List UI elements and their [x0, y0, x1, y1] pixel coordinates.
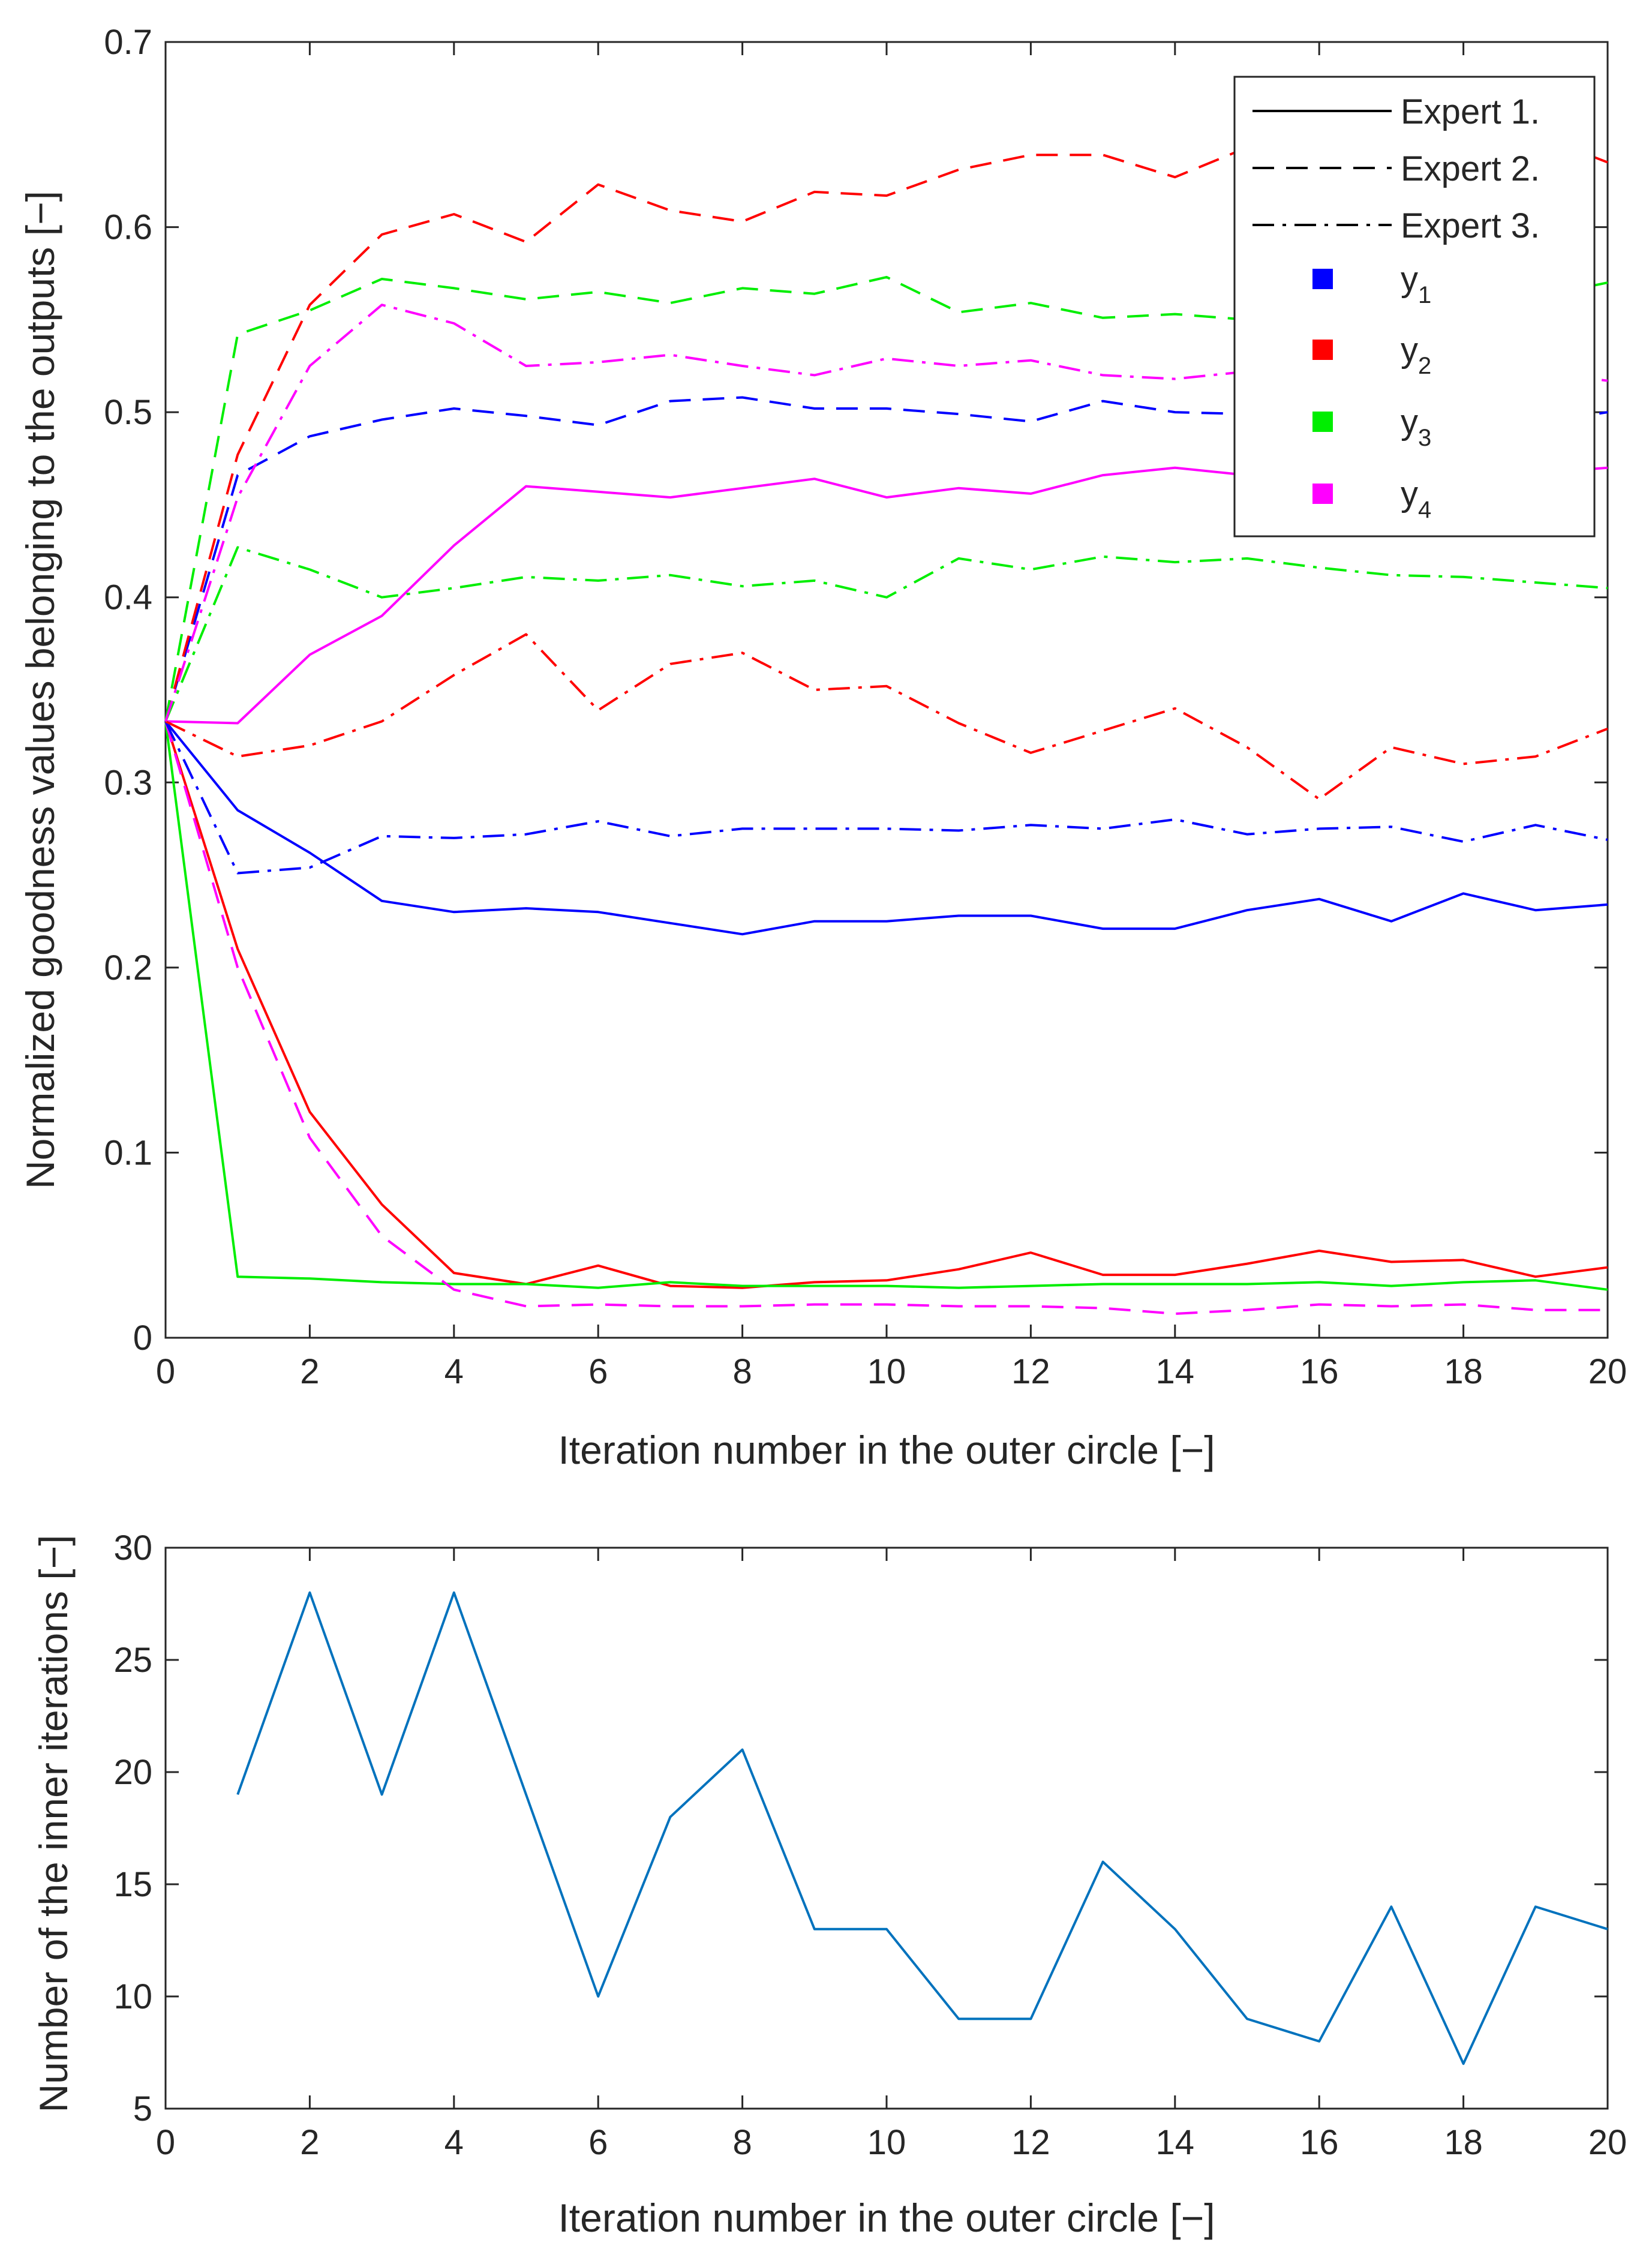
- bottom-x-tick-label: 20: [1588, 2123, 1627, 2162]
- bottom-series-inner-iterations: [236, 1591, 1608, 2065]
- legend-label-expert-2: Expert 2.: [1401, 149, 1540, 188]
- bottom-y-tick-label: 10: [113, 1977, 152, 2016]
- top-x-tick-label: 14: [1156, 1352, 1195, 1391]
- top-x-tick-label: 0: [156, 1352, 175, 1391]
- legend-marker-y4: [1312, 484, 1333, 504]
- bottom-y-tick-label: 20: [113, 1753, 152, 1792]
- top-series-expert-3-y3: [164, 546, 1608, 722]
- bottom-y-tick-label: 30: [113, 1529, 152, 1568]
- top-series-expert-1-y1: [164, 720, 1608, 936]
- top-chart: 0 2 4 6 8 10 12 14 16 18 2000.10.20.30.40.50.60.7 …: [18, 23, 1627, 1472]
- legend-label-expert-3: Expert 3.: [1401, 206, 1540, 245]
- bottom-chart: 0 2 4 6 8 10 12 14 16 18 20 5 10 15 20 25 30 Iteration n…: [31, 1529, 1627, 2240]
- top-x-tick-label: 6: [588, 1352, 608, 1391]
- top-series-expert-3-y2: [165, 633, 1608, 801]
- top-y-tick-label: 0.3: [104, 763, 152, 802]
- top-x-tick-label: 16: [1300, 1352, 1339, 1391]
- top-y-tick-label: 0.1: [104, 1133, 152, 1172]
- legend-label-expert-1: Expert 1.: [1401, 92, 1540, 131]
- top-series-expert-1-y2: [164, 720, 1608, 1289]
- top-y-tick-label: 0.7: [104, 23, 152, 62]
- top-y-tick-label: 0.5: [104, 393, 152, 432]
- top-y-tick-label: 0.4: [104, 578, 152, 617]
- bottom-x-tick-label: 0: [156, 2123, 175, 2162]
- top-x-tick-label: 20: [1588, 1352, 1627, 1391]
- legend-label-y1: y1: [1401, 260, 1431, 308]
- bottom-x-tick-label: 18: [1444, 2123, 1483, 2162]
- top-series-expert-1-y3: [164, 721, 1608, 1291]
- top-x-tick-label: 8: [732, 1352, 752, 1391]
- top-y-tick-label: 0.6: [104, 208, 152, 247]
- bottom-y-tick-label: 25: [113, 1641, 152, 1680]
- bottom-plot-frame: [164, 1547, 1609, 2110]
- bottom-x-tick-label: 2: [300, 2123, 319, 2162]
- legend: Expert 1. Expert 2. Expert 3. y1 y2 y3 y…: [1233, 76, 1596, 538]
- bottom-x-tick-label: 14: [1156, 2123, 1195, 2162]
- bottom-x-tick-label: 8: [732, 2123, 752, 2162]
- top-x-axis-label: Iteration number in the outer circle [−]: [558, 1428, 1215, 1472]
- legend-marker-y1: [1312, 269, 1333, 289]
- legend-marker-y2: [1312, 340, 1333, 360]
- legend-marker-y3: [1312, 412, 1333, 432]
- top-x-tick-label: 18: [1444, 1352, 1483, 1391]
- bottom-x-tick-label: 16: [1300, 2123, 1339, 2162]
- top-x-tick-label: 12: [1011, 1352, 1050, 1391]
- legend-label-y3: y3: [1401, 403, 1431, 451]
- top-series-expert-2-y4: [164, 720, 1608, 1315]
- top-x-tick-label: 2: [300, 1352, 319, 1391]
- top-x-tick-label: 4: [444, 1352, 464, 1391]
- bottom-x-tick-label: 12: [1011, 2123, 1050, 2162]
- top-axis-ticks: 0 2 4 6 8 10 12 14 16 18 20 0 0.1 0.2 0.3 0.4 0.5 0.6 0.7: [104, 23, 1627, 1391]
- legend-box: [1233, 76, 1596, 538]
- bottom-axis-ticks: 0 2 4 6 8 10 12 14 16 18 20 5 10 15 20 25 30: [113, 1529, 1627, 2162]
- bottom-x-tick-label: 10: [867, 2123, 906, 2162]
- bottom-y-axis-label: Number of the inner iterations [−]: [31, 1535, 76, 2113]
- top-y-tick-label: 0.2: [104, 948, 152, 987]
- bottom-x-tick-label: 6: [588, 2123, 608, 2162]
- bottom-series-group: [236, 1591, 1608, 2065]
- legend-label-y4: y4: [1401, 475, 1431, 523]
- bottom-y-tick-label: 15: [113, 1865, 152, 1904]
- bottom-x-tick-label: 4: [444, 2123, 464, 2162]
- bottom-x-axis-label: Iteration number in the outer circle [−]: [558, 2196, 1215, 2240]
- legend-label-y2: y2: [1401, 331, 1431, 379]
- top-series-expert-3-y1: [164, 720, 1608, 875]
- top-y-axis-label: Normalized goodness values belonging to …: [18, 191, 62, 1189]
- top-y-tick-label: 0: [133, 1319, 152, 1358]
- top-x-tick-label: 10: [867, 1352, 906, 1391]
- top-series-expert-2-y1: [164, 396, 1608, 722]
- bottom-y-tick-label: 5: [133, 2089, 152, 2128]
